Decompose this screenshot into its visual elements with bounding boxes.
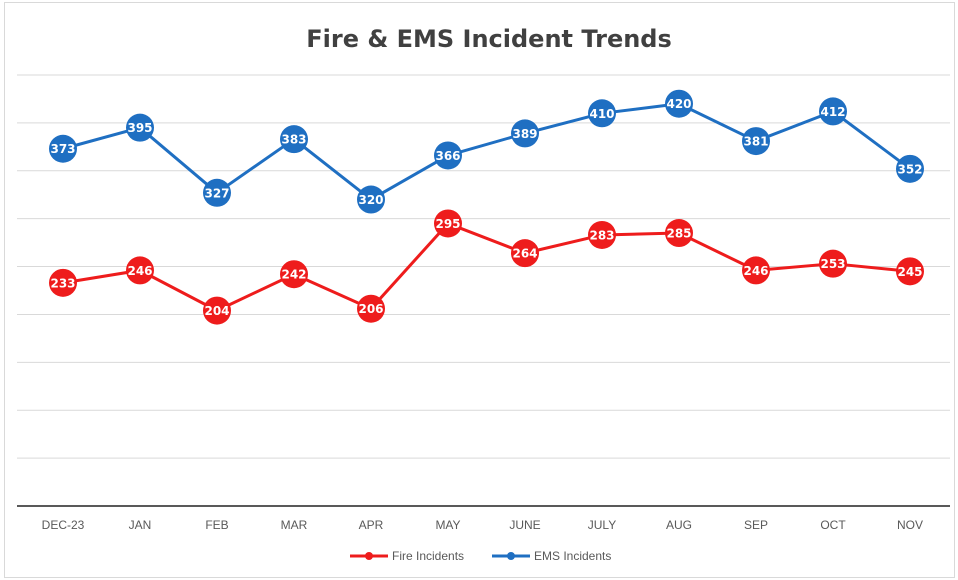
data-label: 233 [50,276,75,290]
x-axis: DEC-23 JAN FEB MAR APR MAY JUNE JULY AUG SEP OCT NO… [17,505,950,532]
line-chart: Fire & EMS Incident Trends DEC-23 JAN FEB M… [17,25,950,563]
data-label: 204 [204,304,229,318]
data-point [511,239,539,268]
data-label: 381 [743,135,768,149]
data-label: 206 [358,302,383,316]
series-fire: 233 246 204 242 206 295 264 283 285 246 253 245 [49,209,924,325]
legend-swatch-marker [365,552,373,560]
data-label: 245 [897,265,922,279]
x-tick-label: SEP [744,518,768,532]
data-label: 352 [897,162,922,176]
x-tick-label: JUNE [509,518,540,532]
data-point [434,141,462,170]
data-point [203,296,231,325]
data-label: 285 [666,227,691,241]
x-tick-label: MAY [435,518,460,532]
data-point [742,127,770,156]
data-point [665,219,693,248]
data-label: 410 [589,107,614,121]
data-point [126,113,154,142]
data-point [819,97,847,126]
data-label: 389 [512,127,537,141]
data-label: 264 [512,247,537,261]
data-point [511,119,539,148]
data-label: 283 [589,228,614,242]
legend-label: Fire Incidents [392,549,464,563]
legend-label: EMS Incidents [534,549,611,563]
data-point [357,294,385,323]
data-point [49,268,77,297]
legend: Fire Incidents EMS Incidents [350,549,611,563]
legend-item: Fire Incidents [350,549,464,563]
data-label: 320 [358,193,383,207]
data-point [742,256,770,285]
legend-item: EMS Incidents [492,549,611,563]
gridlines [17,74,950,459]
data-point [665,89,693,118]
data-point [49,134,77,163]
data-point [896,154,924,183]
data-label: 295 [435,217,460,231]
data-point [588,220,616,249]
x-tick-label: JAN [129,518,152,532]
data-point [588,99,616,128]
series-ems: 373 395 327 383 320 366 389 410 420 381 412 352 [49,89,924,214]
data-point [203,178,231,207]
data-point [126,256,154,285]
x-tick-label: DEC-23 [42,518,85,532]
data-point [819,249,847,278]
x-tick-label: JULY [588,518,616,532]
data-point [896,257,924,286]
x-tick-label: NOV [897,518,923,532]
series-line [62,102,911,202]
x-tick-label: AUG [666,518,692,532]
chart-frame: Fire & EMS Incident Trends DEC-23 JAN FEB M… [4,2,955,578]
x-tick-label: APR [359,518,384,532]
chart-title: Fire & EMS Incident Trends [306,25,672,53]
legend-swatch-marker [507,552,515,560]
data-label: 412 [820,105,845,119]
data-label: 253 [820,257,845,271]
data-label: 246 [127,264,152,278]
data-point [280,125,308,154]
x-tick-label: OCT [820,518,846,532]
data-point [434,209,462,238]
x-tick-label: FEB [205,518,228,532]
data-label: 327 [204,186,229,200]
data-label: 246 [743,264,768,278]
data-label: 373 [50,142,75,156]
data-point [357,185,385,214]
data-label: 383 [281,133,306,147]
data-label: 242 [281,268,306,282]
data-point [280,260,308,289]
data-label: 395 [127,121,152,135]
x-tick-label: MAR [281,518,308,532]
data-label: 420 [666,97,691,111]
data-label: 366 [435,149,460,163]
